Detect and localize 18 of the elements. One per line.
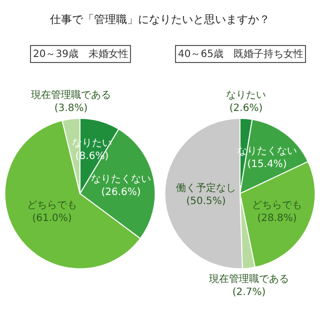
slice-label: 現在管理職である bbox=[31, 89, 111, 101]
slice-label: なりたい bbox=[226, 90, 266, 101]
slice-label: 現在管理職である bbox=[209, 273, 289, 285]
chart-subtitle: 40～65歳 既婚子持ち女性 bbox=[178, 48, 304, 60]
chart-subtitle: 20～39歳 未婚女性 bbox=[33, 48, 128, 60]
data-label: (3.8%) bbox=[54, 103, 88, 114]
slice-label: どちらでも bbox=[252, 200, 302, 211]
chart-title: 仕事で「管理職」になりたいと思いますか？ bbox=[50, 13, 270, 26]
data-label: (15.4%) bbox=[247, 159, 287, 170]
data-label: (2.7%) bbox=[232, 287, 266, 298]
slice-label: なりたくない bbox=[91, 174, 151, 185]
data-label: (2.6%) bbox=[229, 103, 263, 114]
slice-label: 働く予定なし bbox=[176, 182, 236, 194]
data-label: (61.0%) bbox=[32, 213, 72, 224]
slice-label: どちらでも bbox=[27, 200, 77, 211]
data-label: (26.6%) bbox=[101, 187, 141, 198]
data-label: (28.8%) bbox=[257, 213, 297, 224]
data-label: (50.5%) bbox=[186, 196, 226, 207]
